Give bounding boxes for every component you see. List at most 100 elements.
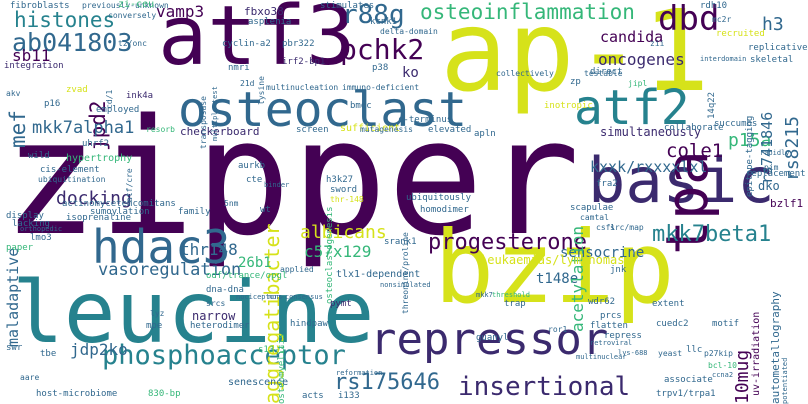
word-leucine: leucine xyxy=(12,263,375,363)
word-sword: sword xyxy=(330,185,358,195)
word-p38: p38 xyxy=(372,63,389,73)
word-sb11: sb11 xyxy=(12,46,51,65)
word-lacking: lacking xyxy=(12,219,50,229)
word-cd1: cd/1 xyxy=(105,89,114,109)
word-p15a: p15a xyxy=(728,130,772,151)
word-bzip: bzip xyxy=(434,209,675,326)
word-yeast: yeast xyxy=(658,349,683,358)
word-mkk7beta1: mkk7beta1 xyxy=(652,222,772,247)
word-display: display xyxy=(6,211,44,221)
word-pchk2: pchk2 xyxy=(340,33,425,66)
word-apln: apln xyxy=(474,129,496,139)
word-conversely: conversely xyxy=(108,11,157,20)
word-830bp: 830-bp xyxy=(148,389,181,399)
word-rapidly: rapidly xyxy=(760,149,790,157)
word-c_terminus: c-terminus xyxy=(398,115,453,125)
word-ko: ko xyxy=(402,65,419,81)
word-sensocrine: sensocrine xyxy=(560,245,645,261)
word-pbr322: pbr322 xyxy=(282,39,315,49)
word-jdp2ko: jdp2ko xyxy=(70,340,128,359)
word-i133: i133 xyxy=(338,391,360,401)
word-aare: aare xyxy=(20,373,40,382)
word-kcnk1: kcnk1 xyxy=(370,17,398,27)
word-mutagenesis: mutagenesis xyxy=(360,125,413,134)
word-threshold: threshold xyxy=(492,291,530,299)
word-sumoylation: sumoylation xyxy=(90,207,150,217)
word-aurkb: aurkb xyxy=(238,161,266,171)
word-ab041803: ab041803 xyxy=(12,28,133,57)
word-ubiquitination: ubiquitination xyxy=(38,175,106,184)
word-employed: employed xyxy=(96,105,140,115)
word-repressor: repressor xyxy=(370,314,609,365)
word-screen: screen xyxy=(296,125,329,135)
word-dko: dko xyxy=(758,179,780,193)
word-14q22: 14q22 xyxy=(707,91,717,119)
word-family: family xyxy=(178,207,211,217)
word-ubiquitously: ubiquitously xyxy=(406,193,472,203)
word-applied: applied xyxy=(280,265,314,274)
word-reformation: reformation xyxy=(336,369,383,377)
word-repress: repress xyxy=(604,331,642,341)
word-trap: trap xyxy=(504,299,526,309)
word-rs175646: rs175646 xyxy=(334,370,440,395)
word-t2_onc: t2/onc xyxy=(118,39,147,48)
word-prcs: prcs xyxy=(600,311,622,321)
word-succumbs: succumbs xyxy=(714,119,758,129)
word-bcl10: bcl-10 xyxy=(708,361,737,370)
word-leukaemias: leukaemias/lymphomas xyxy=(480,253,625,267)
word-mkk7: mkk7 xyxy=(476,291,493,299)
word-albicans: albicans xyxy=(300,222,387,243)
word-delta_domain: delta-domain xyxy=(380,27,438,36)
word-phosphoacceptor: phosphoacceptor xyxy=(102,340,346,371)
word-mkk7alpha1: mkk7alpha1 xyxy=(32,118,135,138)
word-fbxo38: fbxo38 xyxy=(244,5,284,18)
word-5nm: 5nm xyxy=(224,199,239,208)
word-nonsimulated: nonsimulated xyxy=(380,281,431,289)
word-pymt: pymt xyxy=(330,299,352,309)
word-odf: odf/trance/opgl xyxy=(206,271,288,281)
word-flatten: flatten xyxy=(590,321,628,331)
word-insertional: insertional xyxy=(458,372,631,402)
word-kxxk: kxxk/rxxxxlxl xyxy=(590,158,708,176)
word-vasoregulation: vasoregulation xyxy=(98,260,242,280)
word-rdh10: rdh10 xyxy=(700,1,728,11)
word-mc2r: mc2r xyxy=(712,15,732,24)
word-zii: zii xyxy=(650,39,665,48)
word-vamp3: vamp3 xyxy=(156,2,205,21)
word-fibroblasts: fibroblasts xyxy=(10,1,70,11)
word-wild: wild xyxy=(28,151,50,161)
word-dbd: dbd xyxy=(658,0,720,39)
word-lyz: lyz xyxy=(150,309,165,318)
word-maladaptive: maladaptive xyxy=(4,247,22,347)
word-associate: associate xyxy=(664,375,713,385)
word-sufficient: sufficient xyxy=(340,123,401,134)
word-asplenia: asplenia xyxy=(248,17,292,27)
word-fra2: fra2 xyxy=(596,179,618,189)
word-h3k27: h3k27 xyxy=(326,175,354,185)
word-immuno_deficient: immuno-deficient xyxy=(342,83,420,92)
word-docking: docking xyxy=(56,188,132,209)
word-lysine: lysine xyxy=(257,76,266,105)
word-10mug: 10mug xyxy=(732,349,753,404)
word-acts: acts xyxy=(302,391,324,401)
word-interdomain: interdomain xyxy=(700,55,747,63)
word-irf2_bp1: irf2-bp1 xyxy=(282,57,326,67)
word-host_microbiome: host-microbiome xyxy=(36,389,118,399)
word-osteoclast: osteoclast xyxy=(178,82,467,138)
word-transposase: transposase xyxy=(199,96,208,149)
word-osteoinflammation: osteoinflammation xyxy=(420,0,635,24)
word-wt: wt xyxy=(260,205,271,215)
word-candida: candida xyxy=(600,28,664,46)
word-cyclin_a2: cyclin-a2 xyxy=(222,39,271,49)
word-hdac3: hdac3 xyxy=(92,220,231,274)
word-s13_3: s13-3 xyxy=(258,345,286,355)
word-akv: akv xyxy=(6,89,21,98)
word-osteoclastogenesis: osteoclastogenesis xyxy=(325,206,335,304)
word-hindpaw: hindpaw xyxy=(290,319,328,329)
word-inotropic: inotropic xyxy=(544,101,593,111)
word-csfl: csfl xyxy=(596,223,616,232)
word-thr148: thr148 xyxy=(180,240,238,259)
word-elevated: elevated xyxy=(428,125,472,135)
word-retroviral: retroviral xyxy=(590,339,633,347)
word-tlx1: tlx1-dependent xyxy=(336,269,421,280)
